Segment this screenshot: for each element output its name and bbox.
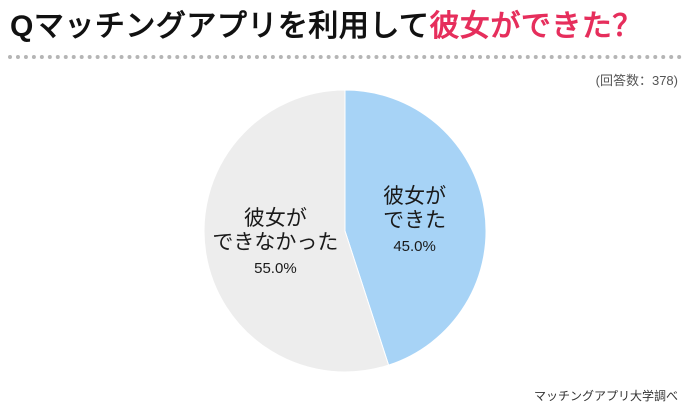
dotted-divider [8,54,682,59]
page-title: Qマッチングアプリを利用して彼女ができた？ [10,8,690,46]
pie-slice-2 [203,89,390,373]
pie-chart: 彼女ができた 45.0% 彼女ができなかった 55.0% [203,89,487,373]
response-count: (回答数：378) [595,73,678,88]
pie-slice-1 [344,89,487,366]
title-question-prefix: Qマッチングアプリを利用して [10,10,430,43]
pie-slice-label-2: 彼女ができなかった 55.0% [212,207,338,277]
title-question-highlight: 彼女ができた？ [429,10,643,43]
pie-slice-label-1: 彼女ができた 45.0% [383,185,446,255]
source-note: マッチングアプリ大学調べ [533,389,678,403]
